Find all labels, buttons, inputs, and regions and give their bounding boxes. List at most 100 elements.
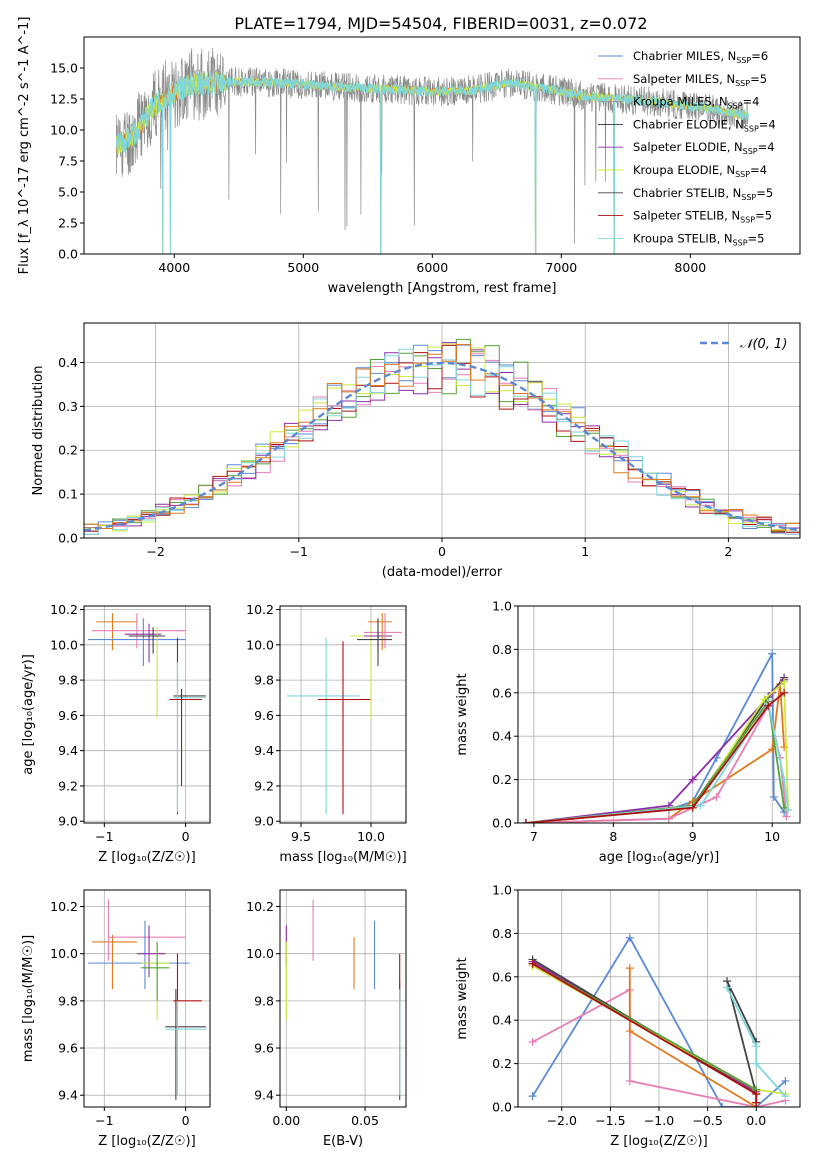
- weight-marker: [780, 677, 789, 686]
- y-tick-label: 9.2: [58, 778, 78, 793]
- weight-marker: [712, 792, 721, 801]
- y-tick-label: 9.4: [254, 1088, 274, 1103]
- weight-marker: [780, 688, 789, 697]
- y-axis-label: mass weight: [455, 957, 470, 1039]
- weight-marker: [688, 803, 697, 812]
- errorbar: [173, 637, 206, 815]
- weight-line: [726, 987, 787, 1097]
- residuals-marks: [84, 338, 800, 535]
- y-tick-label: 5.0: [58, 185, 78, 200]
- weight-marker: [625, 1076, 634, 1085]
- x-tick-label: 0: [182, 1113, 190, 1128]
- weight-marker: [781, 1092, 790, 1101]
- y-tick-label: 10.0: [246, 637, 274, 652]
- errorbar: [88, 618, 186, 666]
- y-axis-label: mass weight: [455, 673, 470, 755]
- x-axis-label: Z [log₁₀(Z/Z☉)]: [98, 1134, 195, 1149]
- y-tick-label: 9.2: [254, 778, 274, 793]
- y-tick-label: 0.2: [492, 772, 512, 787]
- spectrum-panel: Chabrier MILES, NSSP=6 Salpeter MILES, NS…: [17, 17, 801, 296]
- errorbar: [88, 920, 190, 990]
- y-tick-label: 10.0: [246, 946, 274, 961]
- x-tick-label: 0.05: [351, 1113, 379, 1128]
- x-tick-label: 9.5: [291, 829, 311, 844]
- y-axis-label: age [log₁₀(age/yr)]: [21, 654, 36, 775]
- errorbar: [350, 627, 392, 719]
- weight-marker: [528, 1037, 537, 1046]
- weight-marker: [712, 753, 721, 762]
- weight-line: [525, 679, 785, 823]
- ebv_mass-panel: 0.00 0.05 9.4 9.6 9.8 10.0 10.2 E(B-V): [246, 889, 407, 1149]
- weight-marker: [769, 792, 778, 801]
- x-axis-label: (data-model)/error: [382, 565, 503, 580]
- x-tick-label: 8: [609, 829, 617, 844]
- axes-frame: [83, 36, 801, 255]
- axes-frame: [279, 889, 407, 1108]
- weight-marker: [664, 814, 673, 823]
- y-tick-label: 9.8: [254, 993, 274, 1008]
- y-tick-label: 9.4: [58, 743, 78, 758]
- legend-entry: Salpeter MILES, NSSP=5: [633, 72, 767, 88]
- x-axis-label: Z [log₁₀(Z/Z☉)]: [610, 1134, 707, 1149]
- y-tick-label: 9.6: [58, 1041, 78, 1056]
- x-axis-label: wavelength [Angstrom, rest frame]: [328, 281, 557, 296]
- age_weight-panel: 7 8 9 10 0.0 0.2 0.4 0.6 0.8 1.0 age [log₁₀(age/yr…: [455, 599, 801, 865]
- y-tick-label: 1.0: [492, 599, 512, 614]
- y-tick-label: 2.5: [58, 216, 78, 231]
- x-axis-label: mass [log₁₀(M/M☉)]: [279, 850, 406, 865]
- errorbar: [287, 637, 360, 815]
- y-tick-label: 7.5: [58, 154, 78, 169]
- x-tick-label: −1: [290, 544, 308, 559]
- x-axis-label: E(B-V): [323, 1134, 363, 1149]
- x-tick-label: 8000: [674, 260, 706, 275]
- y-tick-label: 0.8: [492, 642, 512, 657]
- legend-entry: Salpeter ELODIE, NSSP=4: [633, 140, 775, 156]
- y-tick-label: 9.6: [58, 708, 78, 723]
- y-tick-label: 9.0: [58, 814, 78, 829]
- y-tick-label: 9.6: [254, 708, 274, 723]
- errorbar: [173, 662, 206, 813]
- x-tick-label: −1: [95, 1113, 113, 1128]
- x-tick-label: 7: [530, 829, 538, 844]
- y-tick-label: 0.0: [492, 1100, 512, 1115]
- x-axis-label: age [log₁₀(age/yr)]: [599, 850, 720, 865]
- errorbar: [140, 941, 170, 1001]
- legend-entry: Chabrier ELODIE, NSSP=4: [633, 117, 776, 133]
- z_mass-panel: −1 0 9.4 9.6 9.8 10.0 10.2 Z [log₁₀(Z/Z☉)] mass …: [21, 889, 211, 1149]
- x-tick-label: 5000: [287, 260, 319, 275]
- errorbar: [92, 613, 186, 649]
- weight-line: [525, 677, 785, 823]
- legend-entry: Kroupa ELODIE, NSSP=4: [633, 163, 767, 179]
- y-axis-label: Flux [f_λ 10^-17 erg cm^-2 s^-1 A^-1]: [17, 17, 32, 275]
- y-tick-label: 10.2: [50, 602, 78, 617]
- legend-entry: Salpeter STELIB, NSSP=5: [633, 209, 772, 225]
- x-tick-label: 1: [581, 544, 589, 559]
- weight-line: [525, 680, 789, 823]
- x-tick-label: 0.0: [746, 1113, 766, 1128]
- legend-entry: Kroupa MILES, NSSP=4: [633, 95, 759, 111]
- y-tick-label: 0.0: [492, 816, 512, 831]
- y-tick-label: 9.4: [254, 743, 274, 758]
- weight-marker: [718, 1103, 727, 1107]
- errorbar: [128, 627, 166, 719]
- errorbar: [107, 899, 186, 961]
- y-tick-label: 10.0: [50, 123, 78, 138]
- spectrum-legend: Chabrier MILES, NSSP=6 Salpeter MILES, NS…: [598, 49, 776, 247]
- y-tick-label: 0.3: [58, 399, 78, 414]
- x-tick-label: −1.0: [644, 1113, 674, 1128]
- y-tick-label: 0.4: [58, 355, 78, 370]
- ebv_mass-marks: [285, 899, 401, 1100]
- residuals-panel: 𝒩(0, 1) −2 −1 0 1 2 0.0 0.1 0.2 0.3 0.4 (data-model…: [31, 322, 801, 580]
- y-tick-label: 10.2: [246, 602, 274, 617]
- weight-marker: [768, 649, 777, 658]
- x-tick-label: 0: [438, 544, 446, 559]
- x-tick-label: −1: [95, 829, 113, 844]
- z_age-panel: −1 0 9.0 9.2 9.4 9.6 9.8 10.0 10.2 Z [log₁₀(Z/Z☉)…: [21, 602, 211, 865]
- weight-marker: [780, 775, 789, 784]
- y-tick-label: 10.0: [50, 637, 78, 652]
- y-axis-label: Normed distribution: [31, 366, 46, 496]
- weight-marker: [782, 812, 791, 821]
- weight-marker: [752, 1098, 761, 1107]
- x-tick-label: 0: [182, 829, 190, 844]
- weight-marker: [528, 959, 537, 968]
